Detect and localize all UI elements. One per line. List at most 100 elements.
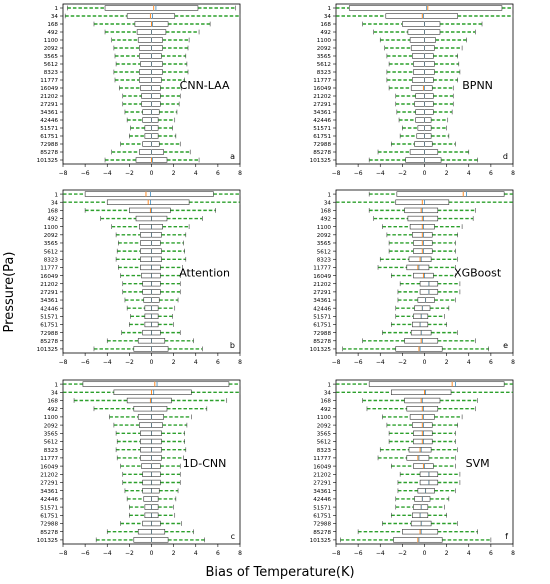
box-101325 bbox=[95, 537, 205, 543]
box-72988 bbox=[382, 329, 458, 336]
iqr-box bbox=[413, 504, 429, 510]
box-16049 bbox=[120, 463, 181, 469]
y-tick-label: 34 bbox=[51, 391, 59, 397]
box-42446 bbox=[126, 496, 177, 502]
box-1 bbox=[368, 191, 514, 197]
y-tick-label: 3565 bbox=[317, 54, 332, 60]
x-tick-label: −8 bbox=[59, 550, 68, 557]
y-tick-label: 1 bbox=[327, 192, 331, 198]
iqr-box bbox=[414, 141, 433, 147]
box-21202 bbox=[122, 93, 181, 99]
y-tick-label: 8323 bbox=[317, 70, 332, 76]
iqr-box bbox=[413, 240, 433, 246]
y-tick-label: 34 bbox=[51, 200, 59, 206]
y-tick-label: 1 bbox=[327, 6, 331, 12]
y-tick-label: 5612 bbox=[317, 249, 331, 255]
x-tick-label: 0 bbox=[150, 359, 154, 366]
box-5612 bbox=[116, 438, 185, 445]
box-11777 bbox=[377, 455, 456, 461]
box-492 bbox=[373, 29, 476, 35]
y-tick-label: 8323 bbox=[317, 257, 332, 263]
x-tick-label: −2 bbox=[398, 550, 407, 557]
iqr-box bbox=[142, 488, 160, 494]
x-tick-label: 4 bbox=[467, 550, 471, 557]
box-3565 bbox=[388, 240, 456, 246]
panels: 1341684921100209235655612832311777160492… bbox=[37, 3, 515, 557]
box-85278 bbox=[111, 149, 191, 155]
iqr-box bbox=[84, 191, 214, 197]
box-1100 bbox=[382, 414, 463, 420]
box-34361 bbox=[124, 297, 179, 303]
box-16049 bbox=[119, 85, 182, 91]
box-61751 bbox=[391, 512, 447, 518]
box-21202 bbox=[399, 471, 461, 477]
iqr-box bbox=[137, 414, 164, 420]
y-tick-label: 3565 bbox=[44, 432, 59, 438]
y-tick-label: 492 bbox=[47, 407, 58, 413]
box-3565 bbox=[388, 430, 456, 436]
box-42446 bbox=[395, 305, 450, 311]
x-tick-label: −4 bbox=[376, 170, 385, 177]
box-72988 bbox=[121, 329, 181, 336]
y-tick-label: 16049 bbox=[40, 274, 58, 280]
box-21202 bbox=[399, 281, 461, 287]
box-492 bbox=[373, 215, 474, 222]
y-tick-label: 5612 bbox=[44, 440, 58, 446]
y-tick-label: 42446 bbox=[313, 306, 331, 312]
iqr-box bbox=[410, 85, 433, 91]
box-34361 bbox=[396, 109, 453, 115]
box-168 bbox=[362, 21, 483, 27]
y-tick-label: 16049 bbox=[313, 86, 331, 92]
x-tick-label: 0 bbox=[150, 550, 154, 557]
y-tick-label: 51571 bbox=[313, 505, 331, 511]
box-16049 bbox=[120, 272, 181, 279]
y-tick-label: 34 bbox=[51, 14, 59, 20]
y-tick-label: 42446 bbox=[40, 306, 58, 312]
x-tick-label: 6 bbox=[216, 170, 220, 177]
box-16049 bbox=[391, 272, 456, 279]
y-tick-label: 8323 bbox=[317, 448, 332, 454]
box-34 bbox=[62, 199, 241, 205]
box-34361 bbox=[124, 109, 178, 115]
x-tick-label: −4 bbox=[103, 550, 112, 557]
figure-ylabel: Pressure(Pa) bbox=[2, 252, 17, 333]
x-tick-label: 4 bbox=[467, 359, 471, 366]
y-tick-label: 11777 bbox=[40, 456, 58, 462]
box-168 bbox=[93, 21, 211, 27]
y-tick-label: 21202 bbox=[313, 282, 331, 288]
x-tick-label: −4 bbox=[103, 170, 112, 177]
x-tick-label: 8 bbox=[238, 550, 242, 557]
iqr-box bbox=[413, 248, 433, 254]
iqr-box bbox=[143, 496, 159, 502]
x-tick-label: 8 bbox=[511, 170, 515, 177]
x-tick-label: −2 bbox=[398, 359, 407, 366]
y-tick-label: 5612 bbox=[44, 249, 58, 255]
panel-letter: d bbox=[503, 152, 508, 161]
y-tick-label: 16049 bbox=[40, 464, 58, 470]
panel-e: 1 34 168 492 1100 2092 3565 5612 8323 11777 16049 2… bbox=[310, 189, 515, 366]
y-tick-label: 51571 bbox=[40, 315, 58, 321]
box-34 bbox=[335, 389, 514, 395]
y-tick-label: 492 bbox=[320, 30, 331, 36]
box-1100 bbox=[379, 37, 467, 43]
y-tick-label: 34361 bbox=[313, 489, 331, 495]
box-1100 bbox=[382, 224, 463, 230]
y-tick-label: 34 bbox=[324, 14, 332, 20]
x-tick-label: 8 bbox=[238, 359, 242, 366]
y-tick-label: 72988 bbox=[313, 142, 331, 148]
y-tick-label: 72988 bbox=[40, 331, 58, 337]
iqr-box bbox=[139, 45, 163, 51]
model-name: CNN-LAA bbox=[180, 79, 230, 92]
panel-d: 1 34 168 492 1100 2092 3565 5612 8323 11777 16049 2… bbox=[310, 3, 515, 177]
panel-letter: a bbox=[230, 152, 235, 161]
y-tick-label: 168 bbox=[47, 22, 58, 28]
model-name: Attention bbox=[179, 266, 230, 279]
y-tick-label: 85278 bbox=[40, 150, 58, 156]
box-34 bbox=[335, 13, 514, 19]
iqr-box bbox=[142, 141, 160, 147]
y-tick-label: 42446 bbox=[40, 497, 58, 503]
y-tick-label: 1 bbox=[54, 382, 58, 388]
y-tick-label: 1 bbox=[327, 382, 331, 388]
y-tick-label: 492 bbox=[47, 30, 58, 36]
x-tick-label: −6 bbox=[81, 170, 90, 177]
